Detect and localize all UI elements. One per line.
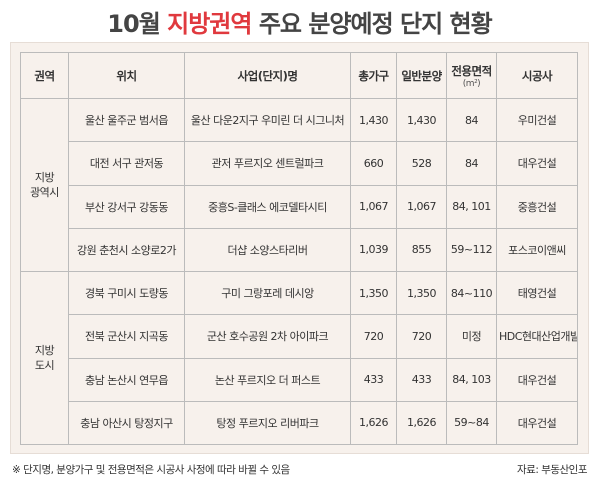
total-cell: 1,626 — [350, 400, 397, 446]
general-cell: 1,430 — [396, 97, 447, 143]
project-cell: 더샵 소양스타리버 — [184, 227, 351, 273]
header-general: 일반분양 — [396, 52, 447, 99]
table-row: 전북 군산시 지곡동 군산 호수공원 2차 아이파크 720 720 미정 HDC현대산업… — [21, 314, 578, 359]
header-location: 위치 — [68, 52, 185, 99]
header-area-label: 전용면적 — [451, 63, 492, 78]
total-cell: 1,430 — [350, 97, 397, 143]
region-label: 도시 — [34, 359, 55, 372]
region-label: 광역시 — [30, 186, 59, 199]
builder-cell: 대우건설 — [496, 357, 578, 402]
title-accent: 지방권역 — [167, 10, 252, 38]
total-cell: 1,039 — [350, 227, 397, 273]
total-cell: 1,350 — [350, 270, 397, 316]
table-row: 지방 도시 경북 구미시 도량동 구미 그랑포레 데시앙 1,350 1,350 84~11… — [20, 270, 578, 445]
project-cell: 울산 다운2지구 우미린 더 시그니처 — [184, 97, 351, 143]
area-cell: 84, 101 — [446, 184, 497, 229]
area-cell: 84, 103 — [446, 357, 497, 402]
table-row: 지방 광역시 울산 울주군 범서읍 울산 다운2지구 우미린 더 시그니처 1,430 1… — [20, 97, 578, 272]
project-cell: 중흥S-클래스 에코델타시티 — [184, 184, 351, 229]
table-row: 충남 아산시 탕정지구 탕정 푸르지오 리버파크 1,626 1,626 59~84 대우… — [21, 400, 578, 446]
general-cell: 1,067 — [396, 184, 447, 229]
table-row: 대전 서구 관저동 관저 푸르지오 센트럴파크 660 528 84 대우건설 — [21, 141, 578, 186]
builder-cell: HDC현대산업개발 — [496, 314, 578, 359]
location-cell: 충남 아산시 탕정지구 — [68, 400, 185, 446]
builder-cell: 대우건설 — [496, 141, 578, 186]
project-cell: 구미 그랑포레 데시앙 — [184, 270, 351, 316]
region-label: 지방 — [34, 171, 55, 184]
project-cell: 탕정 푸르지오 리버파크 — [184, 400, 351, 446]
footnote: ※ 단지명, 분양가구 및 전용면적은 시공사 사정에 따라 바뀔 수 있음 — [12, 464, 290, 476]
area-cell: 미정 — [446, 314, 497, 359]
header-total: 총가구 — [350, 52, 397, 99]
builder-cell: 우미건설 — [496, 97, 578, 143]
table-row: 강원 춘천시 소양로2가 더샵 소양스타리버 1,039 855 59~112 포스코이앤… — [21, 227, 578, 273]
area-cell: 59~112 — [446, 227, 497, 273]
header-project: 사업(단지)명 — [184, 52, 351, 99]
area-cell: 84~110 — [446, 270, 497, 316]
general-cell: 528 — [396, 141, 447, 186]
table-header-row: 권역 위치 사업(단지)명 총가구 일반분양 전용면적 (m²) 시공사 — [20, 52, 578, 99]
builder-cell: 대우건설 — [496, 400, 578, 446]
location-cell: 강원 춘천시 소양로2가 — [68, 227, 185, 273]
general-cell: 433 — [396, 357, 447, 402]
source-credit: 자료: 부동산인포 — [517, 464, 588, 476]
project-cell: 논산 푸르지오 더 퍼스트 — [184, 357, 351, 402]
general-cell: 855 — [396, 227, 447, 273]
header-region: 권역 — [20, 52, 69, 99]
region-label: 지방 — [34, 344, 55, 357]
location-cell: 대전 서구 관저동 — [68, 141, 185, 186]
project-cell: 군산 호수공원 2차 아이파크 — [184, 314, 351, 359]
location-cell: 부산 강서구 강동동 — [68, 184, 185, 229]
area-cell: 84 — [446, 141, 497, 186]
total-cell: 433 — [350, 357, 397, 402]
total-cell: 660 — [350, 141, 397, 186]
table-row: 충남 논산시 연무읍 논산 푸르지오 더 퍼스트 433 433 84, 103 대우건설 — [21, 357, 578, 402]
table-row: 부산 강서구 강동동 중흥S-클래스 에코델타시티 1,067 1,067 84, 10… — [21, 184, 578, 229]
location-cell: 충남 논산시 연무읍 — [68, 357, 185, 402]
header-area: 전용면적 (m²) — [446, 52, 497, 99]
location-cell: 전북 군산시 지곡동 — [68, 314, 185, 359]
title-suffix: 주요 분양예정 단지 현황 — [258, 10, 493, 38]
builder-cell: 중흥건설 — [496, 184, 578, 229]
header-area-unit: (m²) — [462, 78, 481, 89]
builder-cell: 포스코이앤씨 — [496, 227, 578, 273]
project-cell: 관저 푸르지오 센트럴파크 — [184, 141, 351, 186]
table-body: 지방 광역시 울산 울주군 범서읍 울산 다운2지구 우미린 더 시그니처 1,430 1… — [20, 97, 578, 446]
general-cell: 1,626 — [396, 400, 447, 446]
location-cell: 울산 울주군 범서읍 — [68, 97, 185, 143]
location-cell: 경북 구미시 도량동 — [68, 270, 185, 316]
page-title: 10월 지방권역 주요 분양예정 단지 현황 — [0, 4, 599, 39]
total-cell: 1,067 — [350, 184, 397, 229]
area-cell: 59~84 — [446, 400, 497, 446]
area-cell: 84 — [446, 97, 497, 143]
builder-cell: 태영건설 — [496, 270, 578, 316]
general-cell: 720 — [396, 314, 447, 359]
title-prefix: 10월 — [107, 10, 160, 38]
total-cell: 720 — [350, 314, 397, 359]
general-cell: 1,350 — [396, 270, 447, 316]
header-builder: 시공사 — [496, 52, 578, 99]
